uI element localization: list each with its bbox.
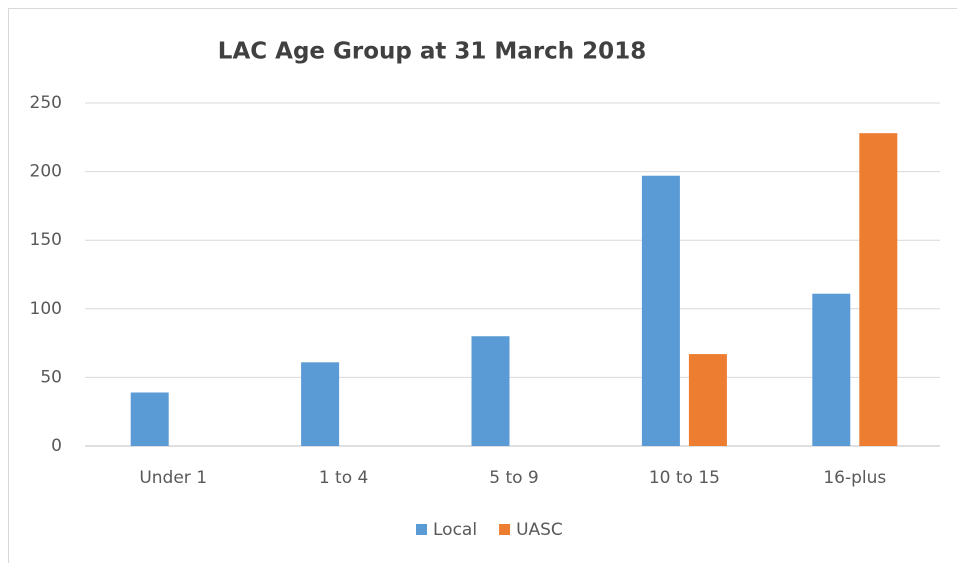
- y-tick-label: 150: [30, 230, 62, 250]
- bar: [471, 336, 510, 446]
- bar: [301, 362, 340, 446]
- legend-swatch: [416, 524, 427, 535]
- y-tick-label: 250: [30, 93, 62, 113]
- y-tick-label: 50: [40, 367, 62, 387]
- x-tick-label: Under 1: [139, 468, 207, 488]
- chart-title: LAC Age Group at 31 March 2018: [218, 39, 646, 65]
- y-tick-label: 100: [30, 299, 62, 319]
- legend-swatch: [499, 524, 511, 535]
- bar: [859, 133, 898, 446]
- bar: [130, 392, 169, 446]
- x-tick-label: 16-plus: [823, 468, 886, 488]
- legend-label: Local: [433, 520, 477, 540]
- chart-frame: [8, 8, 957, 563]
- x-tick-label: 5 to 9: [489, 468, 539, 488]
- bar: [812, 293, 851, 446]
- x-tick-label: 1 to 4: [319, 468, 369, 488]
- legend-label: UASC: [516, 520, 563, 540]
- y-tick-label: 0: [51, 436, 62, 456]
- x-tick-label: 10 to 15: [649, 468, 720, 488]
- bar: [688, 354, 727, 446]
- y-tick-label: 200: [30, 162, 62, 182]
- bar: [641, 175, 680, 446]
